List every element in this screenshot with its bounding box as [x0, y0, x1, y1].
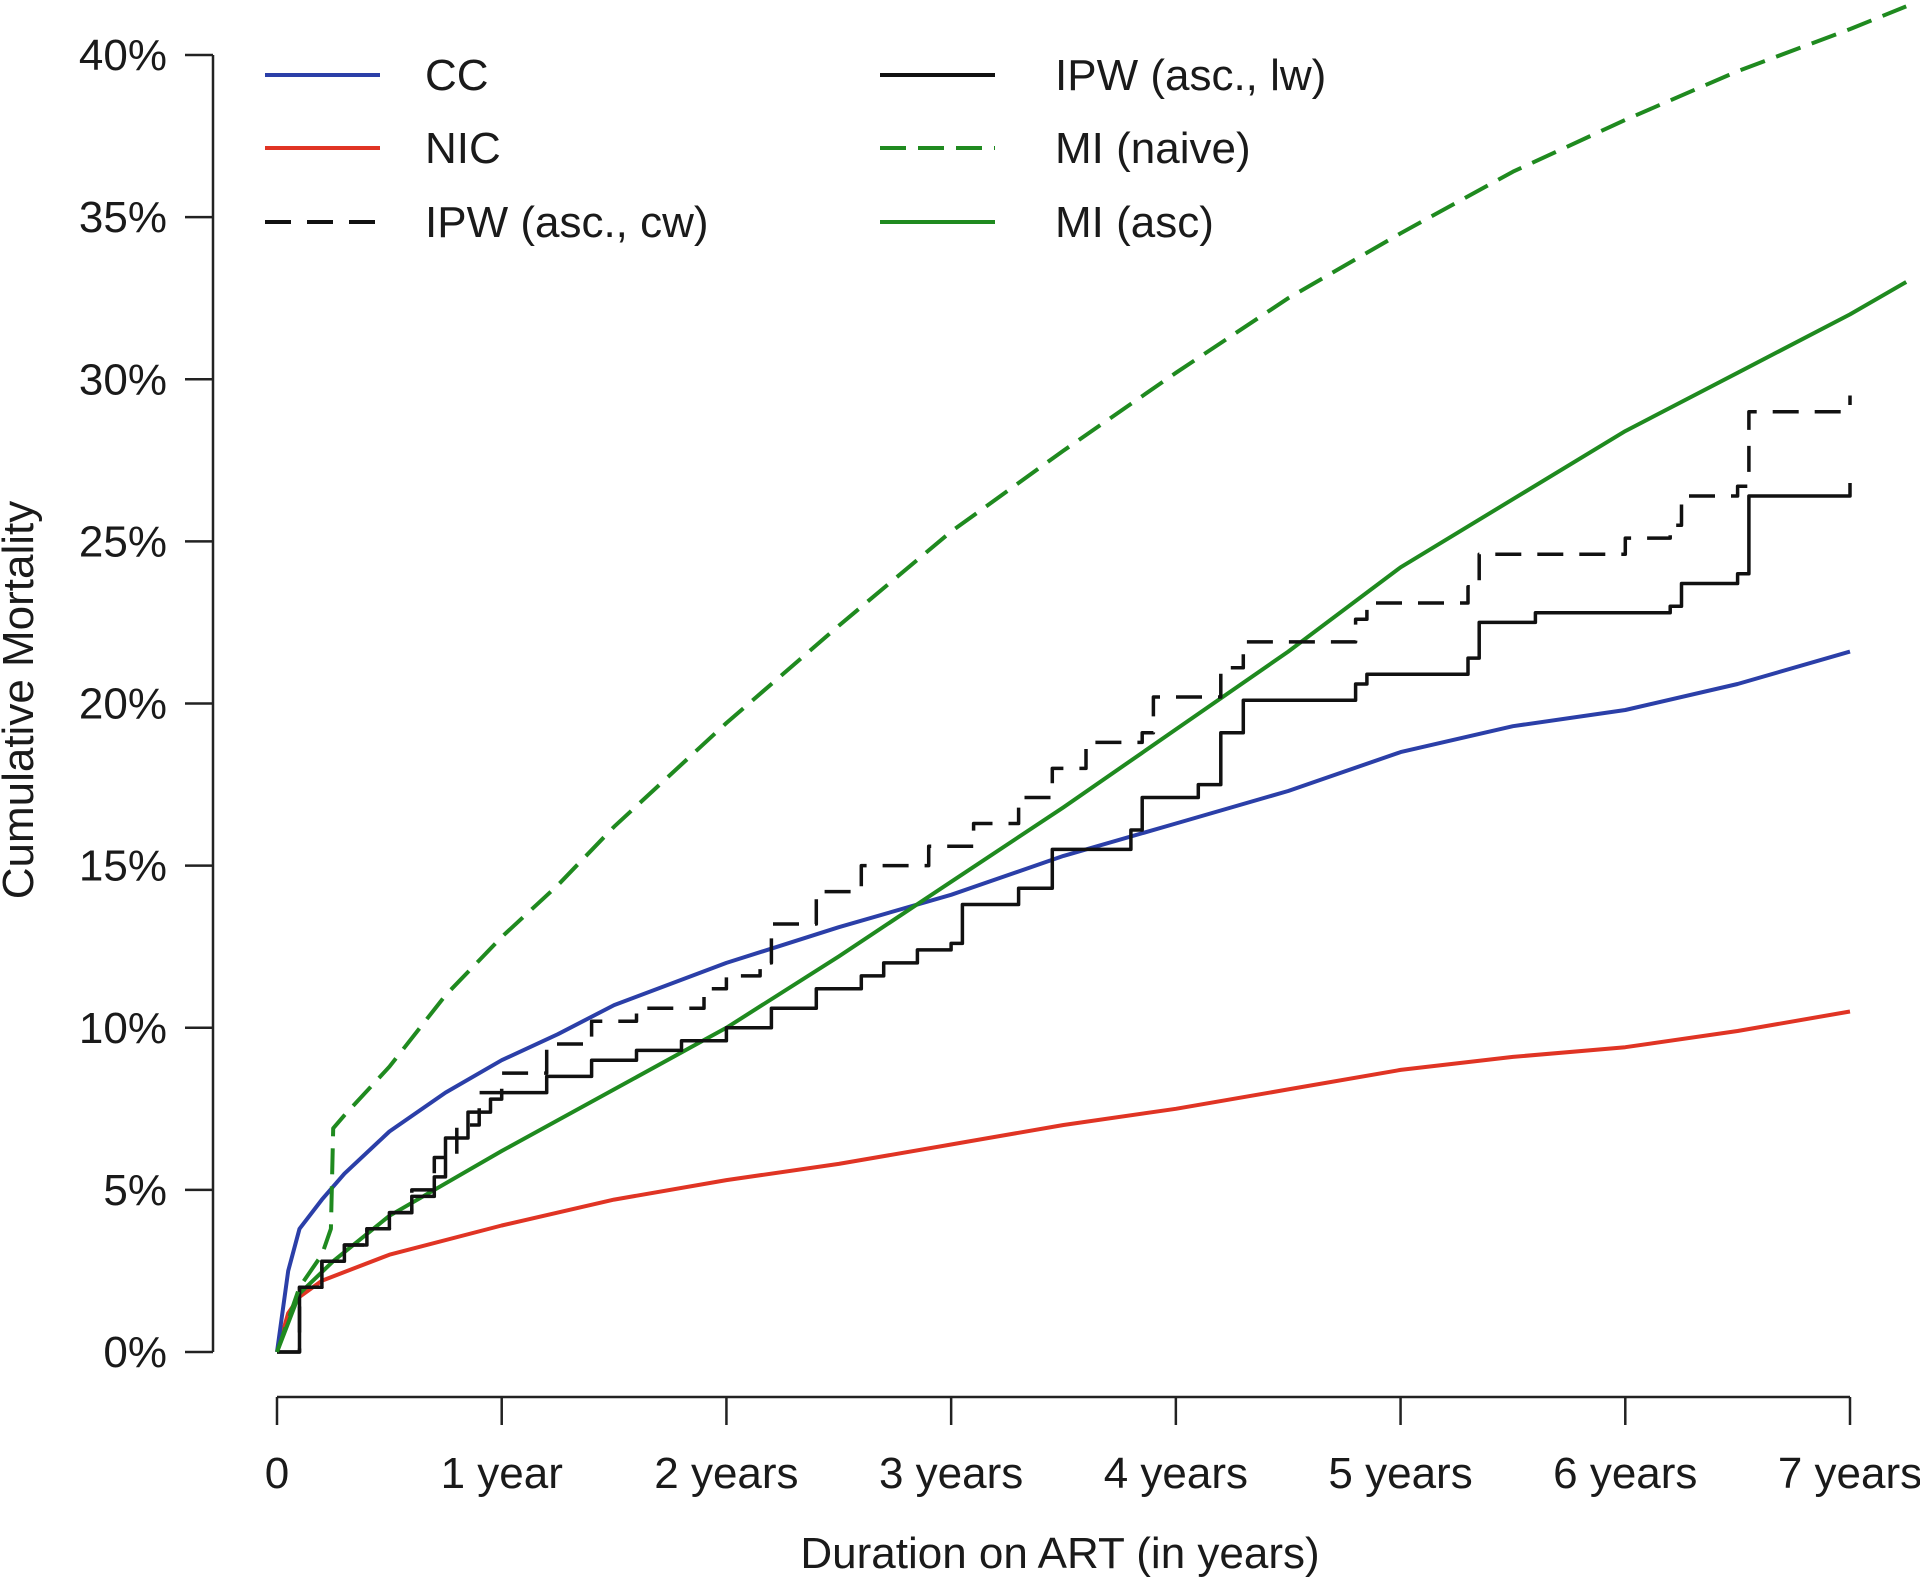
- x-tick-label: 5 years: [1328, 1449, 1472, 1498]
- y-tick-label: 40%: [79, 31, 167, 80]
- legend-label: MI (naive): [1055, 124, 1251, 173]
- x-tick-label: 3 years: [879, 1449, 1023, 1498]
- y-tick-label: 35%: [79, 193, 167, 242]
- y-axis-title: Cumulative Mortality: [0, 501, 43, 900]
- y-tick-label: 30%: [79, 355, 167, 404]
- series-line-ipw-asc-cw: [277, 395, 1852, 1354]
- series-line-mi-naive: [275, 4, 1907, 1353]
- y-tick-label: 20%: [79, 680, 167, 729]
- y-tick-label: 10%: [79, 1004, 167, 1053]
- axes: 0% 5% 10% 15% 20% 25% 30% 35% 40% 0 1 year 2 years…: [79, 31, 1920, 1498]
- y-tick-label: 0%: [103, 1328, 167, 1377]
- y-ticks: 0% 5% 10% 15% 20% 25% 30% 35% 40%: [79, 31, 213, 1377]
- legend-label: NIC: [425, 124, 501, 173]
- y-tick-label: 25%: [79, 517, 167, 566]
- series-lines: [275, 4, 1908, 1354]
- y-tick-label: 5%: [103, 1166, 167, 1215]
- x-tick-label: 7 years: [1778, 1449, 1920, 1498]
- series-line-mi-asc: [275, 280, 1908, 1353]
- x-tick-label: 1 year: [441, 1449, 563, 1498]
- x-axis-title: Duration on ART (in years): [800, 1529, 1319, 1578]
- y-tick-label: 15%: [79, 842, 167, 891]
- x-tick-label: 2 years: [654, 1449, 798, 1498]
- x-tick-label: 6 years: [1553, 1449, 1697, 1498]
- legend-label: IPW (asc., lw): [1055, 51, 1326, 100]
- legend: CC NIC IPW (asc., cw) IPW (asc., lw) MI (nai…: [265, 51, 1326, 247]
- x-tick-label: 4 years: [1104, 1449, 1248, 1498]
- series-line-cc: [275, 649, 1851, 1353]
- legend-label: MI (asc): [1055, 198, 1214, 247]
- legend-label: IPW (asc., cw): [425, 198, 709, 247]
- x-ticks: 0 1 year 2 years 3 years 4 years 5 years 6 yea…: [265, 1397, 1920, 1498]
- series-line-nic: [275, 1009, 1851, 1353]
- legend-label: CC: [425, 51, 489, 100]
- x-tick-label: 0: [265, 1449, 289, 1498]
